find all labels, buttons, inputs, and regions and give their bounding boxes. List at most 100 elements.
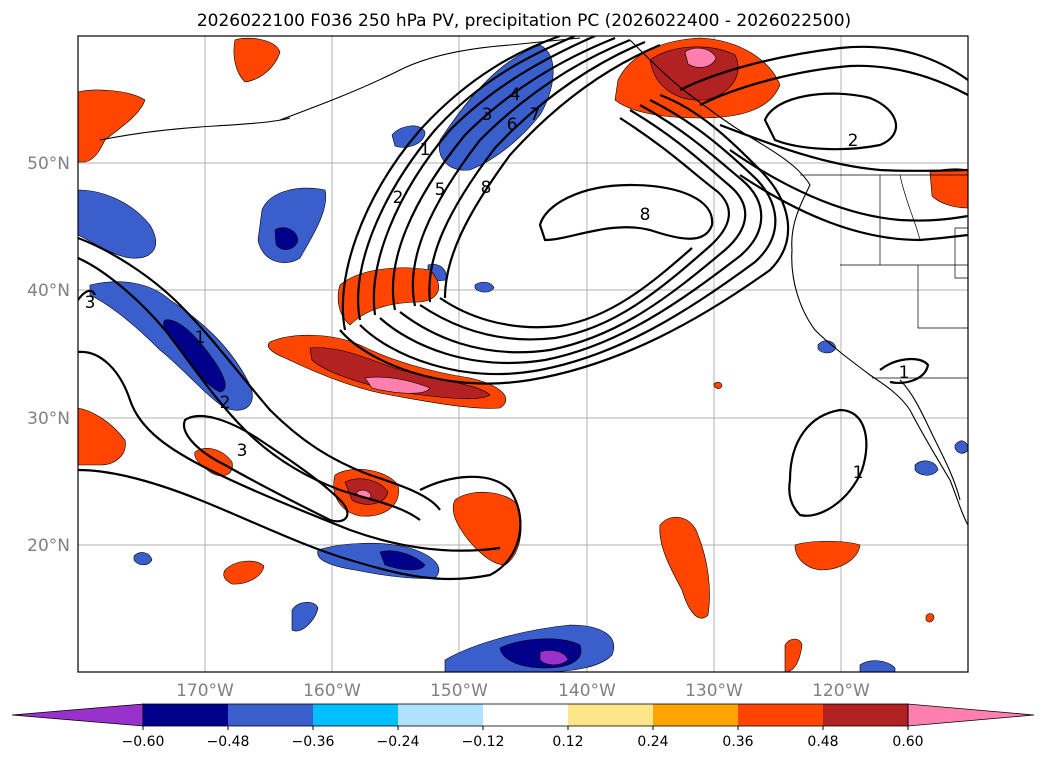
map-layers: 1 2 3 4 5 6 7 8 8 2 1 2 3 3 1 1 (78, 36, 968, 672)
lat-label-30n: 30°N (27, 409, 70, 429)
colorbar-segment (568, 704, 653, 726)
precip-blob (539, 650, 569, 666)
state-border (917, 265, 968, 329)
inland-border (899, 174, 921, 241)
pv-contour-2 (356, 36, 576, 321)
pv-outer-ridge-3 (379, 104, 763, 364)
colorbar-extend-left (11, 703, 144, 727)
pv-contour-3 (372, 36, 596, 316)
precip-blob (713, 381, 723, 389)
contour-label: 2 (220, 393, 231, 413)
contour-label: 3 (237, 441, 248, 461)
lon-label-130w: 130°W (685, 681, 743, 701)
pv-contour-7 (443, 43, 661, 299)
pv-contour-north-a (679, 45, 968, 91)
colorbar-tick-label: −0.24 (377, 734, 420, 750)
precip-blob (659, 516, 710, 619)
contour-label: 2 (848, 131, 859, 151)
longitude-labels: 170°W 160°W 150°W 140°W 130°W 120°W (176, 681, 870, 701)
colorbar-extend-right (907, 703, 1035, 727)
pv-outer-ridge-4 (399, 109, 747, 354)
map-title: 2026022100 F036 250 hPa PV, precipitatio… (197, 11, 851, 31)
pv-contour-trough-3 (78, 350, 501, 552)
pv-contour-baja (879, 357, 930, 384)
pv-contour-north-d (729, 149, 968, 222)
precip-blob (364, 376, 431, 394)
lat-label-50n: 50°N (27, 154, 70, 174)
precip-blob (291, 601, 319, 632)
contour-label: 1 (195, 328, 206, 348)
precip-blob (684, 47, 717, 68)
lon-label-150w: 150°W (430, 681, 488, 701)
precip-blob (379, 550, 426, 571)
state-border (954, 227, 968, 279)
contour-label: 1 (420, 140, 431, 160)
pv-contour-6 (428, 40, 646, 303)
contour-label: 6 (507, 115, 518, 135)
colorbar-segment (143, 704, 228, 726)
contour-label: 8 (640, 205, 651, 225)
colorbar-segment (398, 704, 483, 726)
aleutian-islands (99, 117, 291, 141)
colorbar-frame (142, 703, 909, 727)
colorbar-segment (653, 704, 738, 726)
lon-label-140w: 140°W (558, 681, 616, 701)
pv-contours (78, 36, 968, 581)
latitude-labels: 50°N 40°N 30°N 20°N (27, 154, 70, 556)
contour-label: 3 (482, 105, 493, 125)
precip-blob (257, 187, 327, 263)
precip-blob (784, 638, 803, 672)
contour-label: 5 (435, 180, 446, 200)
precip-blob (929, 168, 968, 209)
precip-blob (274, 227, 299, 250)
pv-contour-4 (391, 36, 616, 311)
pv-outer-ridge-5 (419, 117, 730, 341)
precip-blob (391, 125, 426, 148)
contour-label: 3 (85, 293, 96, 313)
colorbar-tick-label: −0.48 (207, 734, 250, 750)
precip-blob (78, 407, 126, 466)
colorbar-tick-label: 0.12 (552, 734, 583, 750)
precip-blob (474, 281, 495, 293)
pv-contour-1 (341, 36, 561, 331)
precip-blob (925, 613, 935, 623)
pv-contour-north-b (699, 64, 968, 106)
pv-contour-trough-1 (78, 236, 441, 511)
contour-label: 7 (530, 105, 541, 125)
precip-blob (859, 660, 896, 672)
pv-closed-3-west (182, 415, 349, 523)
pv-contour-labels: 1 2 3 4 5 6 7 8 8 2 1 2 3 3 1 1 (85, 85, 910, 483)
colorbar-tick-label: −0.12 (462, 734, 505, 750)
colorbar-segment (313, 704, 398, 726)
lat-label-20n: 20°N (27, 536, 70, 556)
precip-positive (78, 37, 968, 672)
contour-label: 2 (393, 188, 404, 208)
map-frame (77, 35, 969, 673)
colorbar-segment (483, 704, 568, 726)
precip-blob (194, 448, 233, 477)
colorbar-tick-label: 0.24 (637, 734, 668, 750)
contour-label: 1 (899, 363, 910, 383)
colorbar-segment (228, 704, 313, 726)
colorbar-segment (823, 704, 908, 726)
precip-blob (133, 552, 153, 566)
precip-blob (954, 440, 968, 454)
lon-label-170w: 170°W (176, 681, 234, 701)
colorbar-tick-label: 0.48 (807, 734, 838, 750)
contour-label: 8 (481, 178, 492, 198)
pv-outer-ridge-6 (439, 247, 693, 329)
precip-blob (649, 46, 739, 101)
precip-blob (309, 347, 491, 399)
precip-blob (223, 560, 265, 585)
contour-label: 1 (853, 463, 864, 483)
colorbar-tick-label: −0.36 (292, 734, 335, 750)
baja-california (899, 379, 961, 501)
north-america-west-coast (629, 39, 968, 526)
lon-label-160w: 160°W (303, 681, 361, 701)
pv-contour-trough-4 (78, 468, 522, 581)
pv-closed-8 (538, 183, 714, 242)
precip-blob (794, 540, 861, 571)
pv-outer-ridge-1 (339, 93, 790, 385)
colorbar-tick-label: 0.60 (892, 734, 923, 750)
contour-label: 4 (510, 85, 521, 105)
